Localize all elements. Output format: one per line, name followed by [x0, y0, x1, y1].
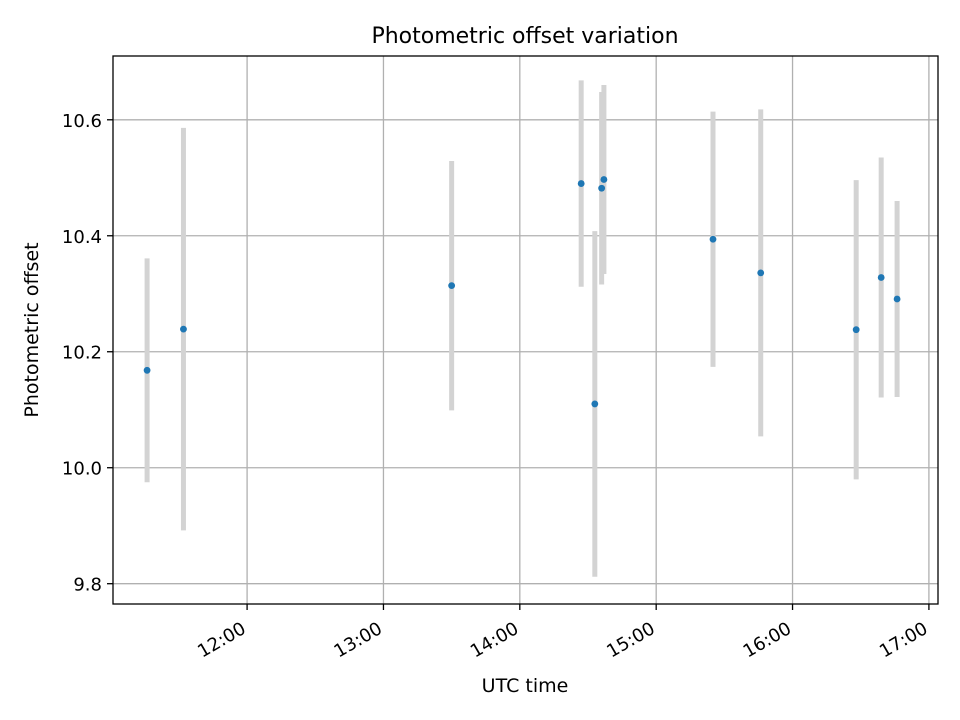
x-tick-label: 13:00: [331, 618, 386, 662]
data-point: [757, 269, 765, 277]
x-tick-label: 16:00: [740, 618, 795, 662]
x-tick-label: 15:00: [603, 618, 658, 662]
data-point: [591, 400, 599, 408]
x-tick-label: 14:00: [467, 618, 522, 662]
y-tick-label: 10.2: [62, 343, 102, 364]
data-point: [600, 176, 608, 183]
y-tick-label: 10.0: [62, 459, 102, 480]
x-axis-label: UTC time: [482, 675, 569, 697]
data-point: [709, 235, 717, 243]
data-point: [877, 274, 885, 281]
data-point: [893, 295, 901, 303]
chart-title: Photometric offset variation: [371, 24, 678, 49]
y-tick-label: 9.8: [73, 575, 102, 596]
y-axis-label: Photometric offset: [21, 242, 43, 417]
x-tick-label: 12:00: [194, 618, 249, 662]
data-points: [143, 176, 901, 408]
y-tick-label: 10.4: [62, 227, 102, 248]
data-point: [577, 180, 585, 187]
data-point: [143, 366, 151, 374]
x-tick-label: 17:00: [876, 618, 931, 662]
y-axis: 9.8 10.0 10.2 10.4 10.6: [62, 111, 113, 596]
plot-frame: [112, 55, 939, 605]
data-point: [598, 184, 606, 192]
data-point: [448, 282, 456, 290]
errorbars: [144, 80, 900, 577]
grid: [113, 56, 938, 604]
data-point: [180, 325, 187, 333]
x-axis: 12:00 13:00 14:00 15:00 16:00 17:00: [194, 604, 931, 662]
data-point: [852, 326, 860, 334]
y-tick-label: 10.6: [62, 111, 102, 132]
